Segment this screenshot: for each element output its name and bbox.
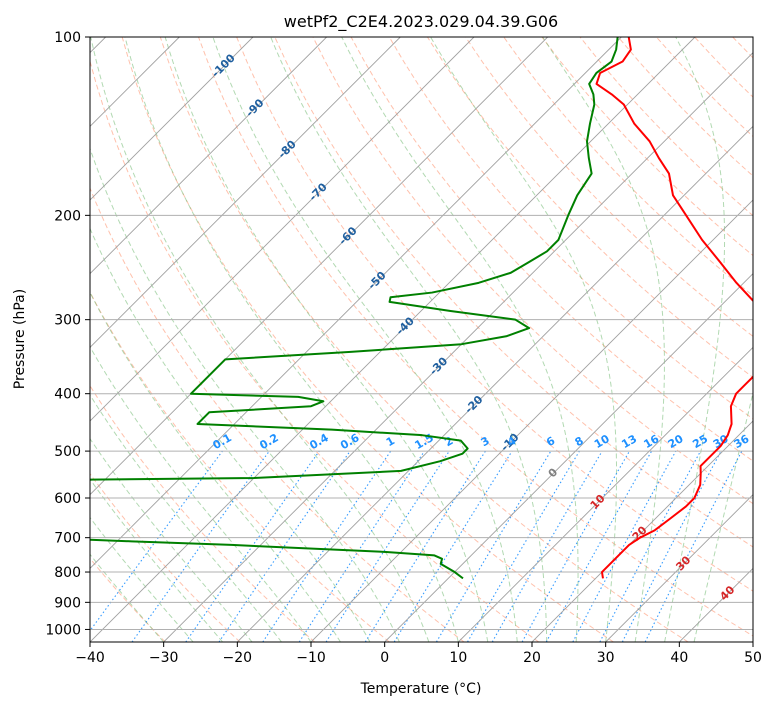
y-tick-label: 500 (54, 444, 81, 460)
isotherm-line (384, 273, 753, 642)
dry-adiabat (90, 291, 390, 642)
dry-adiabat (236, 37, 753, 592)
dry-adiabat (198, 37, 753, 637)
mixing-ratio-line (90, 450, 223, 632)
isotherm-line (163, 52, 753, 642)
sounding-profiles (90, 37, 753, 580)
y-tick-label: 700 (54, 531, 81, 547)
moist-adiabat (90, 478, 223, 642)
plot-frame (89, 36, 754, 643)
x-axis: −40 −30 −20 −10 0 10 20 30 40 50 (75, 642, 762, 666)
moist-adiabat (693, 390, 753, 642)
dry-adiabat (771, 37, 775, 642)
plot-area (90, 37, 753, 642)
dry-adiabat (121, 37, 614, 642)
x-tick-label: −10 (296, 650, 326, 666)
moist-adiabat (212, 37, 518, 642)
temperature-profile (595, 37, 753, 579)
moist-adiabat (430, 37, 618, 642)
x-axis-label: Temperature (°C) (360, 681, 482, 697)
isotherm-line (531, 420, 753, 642)
moist-adiabat (542, 37, 665, 642)
mixing-ratio-line (218, 450, 351, 642)
dry-adiabat (274, 37, 753, 548)
dewpoint-profile (90, 37, 619, 580)
x-tick-label: 40 (670, 650, 688, 666)
mixing-ratio-line (185, 450, 320, 642)
x-tick-label: 20 (523, 650, 541, 666)
dry-adiabat (350, 37, 753, 462)
dry-adiabat (90, 384, 316, 642)
y-tick-label: 100 (54, 30, 81, 46)
moist-adiabat (164, 37, 489, 642)
y-tick-label: 800 (54, 565, 81, 581)
x-tick-label: −40 (75, 650, 105, 666)
isotherm-line (310, 199, 753, 642)
mixing-ratio-line (521, 450, 630, 642)
isotherm-line (90, 37, 401, 348)
mixing-ratio-line (262, 450, 392, 642)
moist-adiabat (90, 37, 430, 642)
moist-adiabat (90, 437, 253, 642)
moist-adiabat (124, 37, 459, 642)
x-tick-label: 0 (380, 650, 389, 666)
isotherm-line (90, 37, 548, 496)
mixing-ratio-line (644, 450, 743, 642)
y-tick-label: 200 (54, 208, 81, 224)
chart-title: wetPf2_C2E4.2023.029.04.39.G06 (284, 12, 558, 32)
dry-adiabat (426, 37, 753, 378)
x-tick-label: −20 (223, 650, 253, 666)
y-tick-label: 900 (54, 595, 81, 611)
y-tick-label: 400 (54, 387, 81, 403)
isotherm-line (752, 641, 753, 642)
dry-adiabat (90, 557, 166, 642)
y-tick-label: 300 (54, 313, 81, 329)
background-lines (90, 37, 775, 642)
x-tick-label: −30 (149, 650, 179, 666)
moist-adiabat (90, 147, 400, 642)
isotherm-line (458, 346, 753, 642)
mixing-ratio-line (298, 450, 425, 642)
moist-adiabat (90, 291, 341, 642)
x-tick-label: 50 (744, 650, 762, 666)
mixing-ratio-line (131, 450, 270, 642)
mixing-ratio-line (572, 450, 677, 642)
y-tick-label: 600 (54, 491, 81, 507)
y-axis: 100 200 300 400 500 600 700 800 900 1000 (45, 30, 90, 638)
isotherm-line (90, 37, 696, 642)
mixing-ratio-line (325, 450, 450, 642)
moist-adiabat (90, 394, 282, 642)
dry-adiabat (90, 59, 540, 642)
dry-adiabat (90, 186, 465, 642)
y-tick-label: 1000 (45, 622, 81, 638)
isotherm-line (90, 37, 254, 201)
x-tick-label: 10 (449, 650, 467, 666)
isotherm-line (90, 37, 327, 275)
moist-adiabat (341, 37, 579, 642)
mixing-ratio-line (545, 450, 653, 642)
isotherm-line (605, 494, 753, 642)
isotherm-line (90, 37, 475, 422)
dry-adiabat (90, 472, 241, 642)
mixing-ratio-line (393, 450, 513, 642)
isotherm-line (237, 125, 753, 642)
x-tick-label: 30 (597, 650, 615, 666)
y-axis-label: Pressure (hPa) (12, 289, 28, 389)
moist-adiabat (90, 227, 371, 642)
moist-adiabat (664, 37, 726, 642)
